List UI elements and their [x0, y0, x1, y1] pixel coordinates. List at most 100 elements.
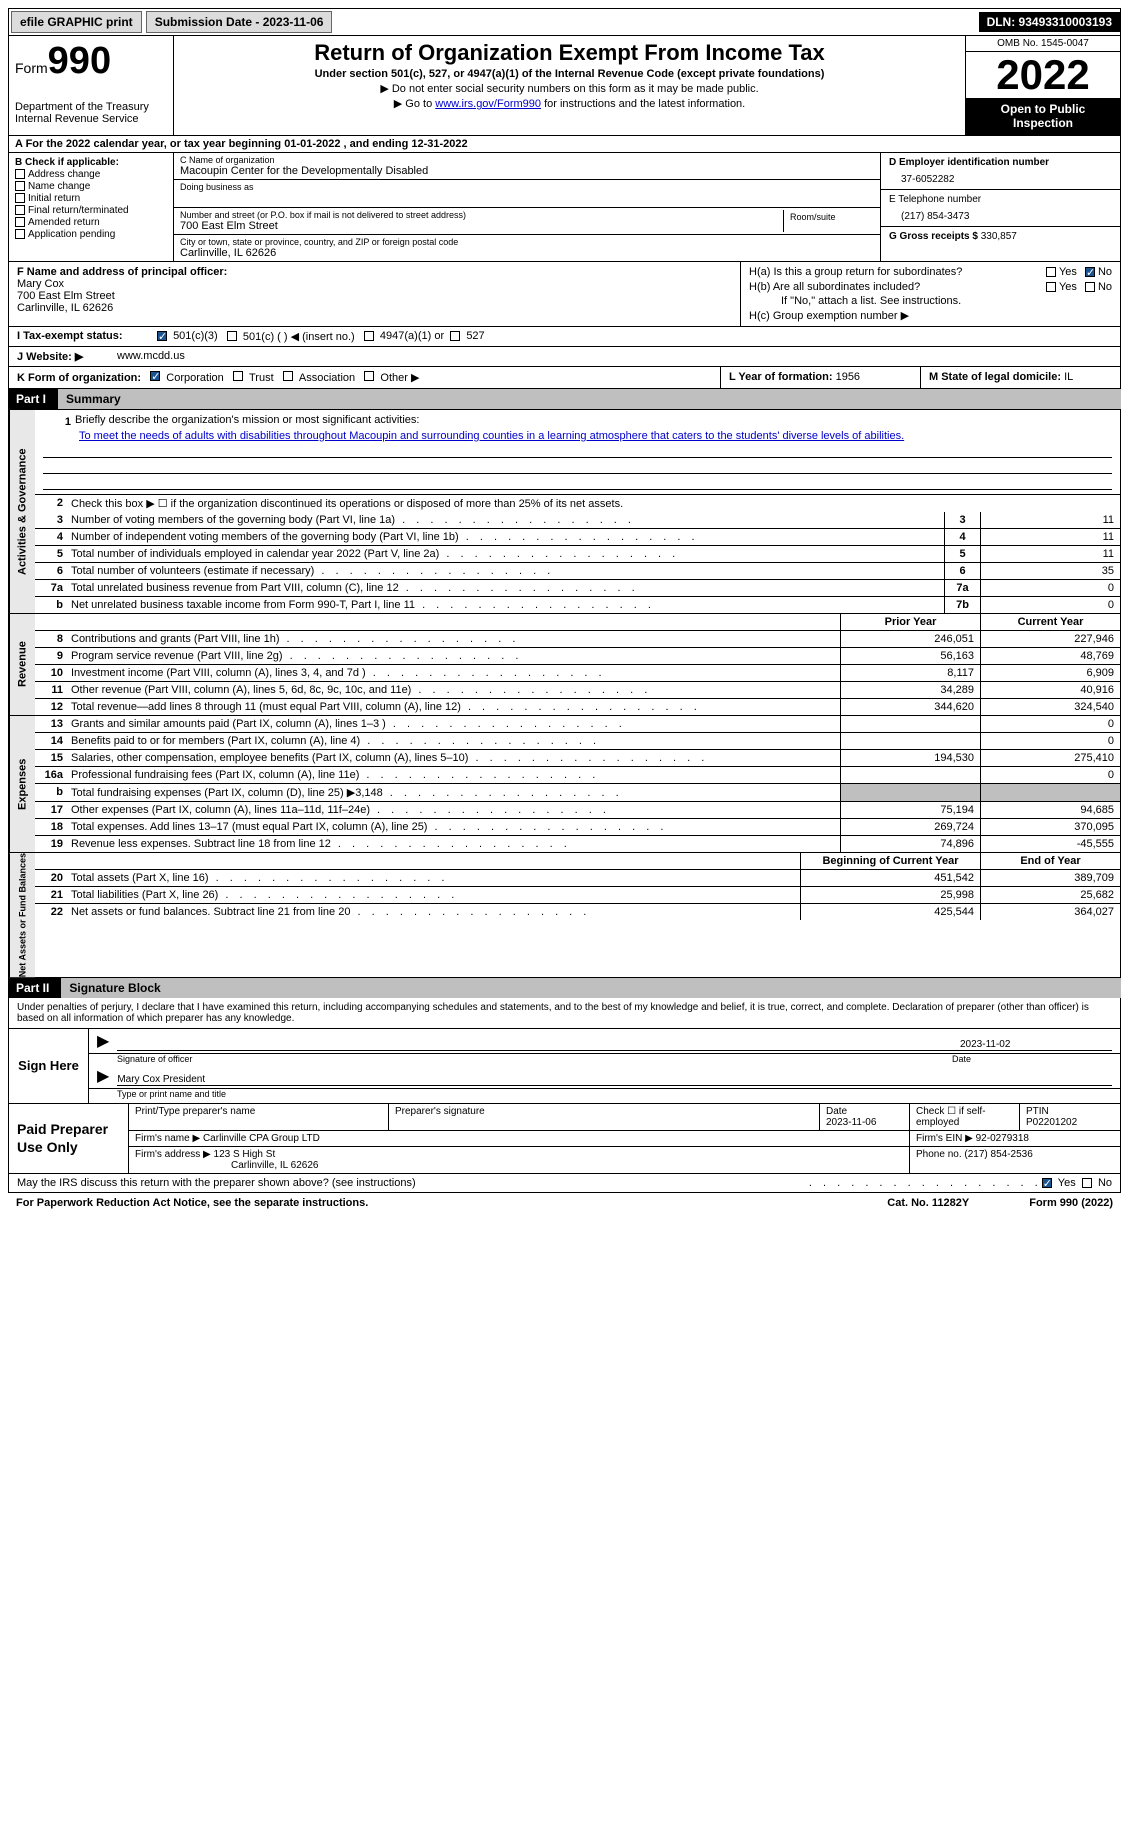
sig-arrow-icon: ▶ [97, 1031, 109, 1051]
summary-row: 6Total number of volunteers (estimate if… [35, 563, 1120, 580]
officer-addr1: 700 East Elm Street [17, 290, 732, 302]
sig-date-label: Date [952, 1054, 1112, 1064]
sig-name-title-value: Mary Cox President [117, 1074, 1112, 1086]
row-i-tax-status: I Tax-exempt status: 501(c)(3) 501(c) ( … [8, 327, 1121, 347]
hb-label: H(b) Are all subordinates included? [749, 281, 1046, 293]
summary-row: 9Program service revenue (Part VIII, lin… [35, 648, 1120, 665]
website-value: www.mcdd.us [117, 350, 185, 362]
form-header: Form990 Department of the Treasury Inter… [8, 36, 1121, 136]
paid-preparer-label: Paid Preparer Use Only [9, 1104, 129, 1173]
sig-arrow-icon-2: ▶ [97, 1066, 109, 1086]
sig-date-value: 2023-11-02 [952, 1039, 1112, 1051]
summary-row: 3Number of voting members of the governi… [35, 512, 1120, 529]
summary-row: 7aTotal unrelated business revenue from … [35, 580, 1120, 597]
sig-officer-label: Signature of officer [117, 1054, 192, 1064]
form-number: Form990 [15, 40, 167, 83]
ck-discuss-yes[interactable] [1042, 1178, 1052, 1188]
street-value: 700 East Elm Street [180, 220, 783, 232]
ck-527[interactable] [450, 331, 460, 341]
street-label: Number and street (or P.O. box if mail i… [180, 210, 783, 220]
note-ssn: ▶ Do not enter social security numbers o… [180, 82, 959, 95]
ck-address-change[interactable] [15, 169, 25, 179]
part1-expenses: Expenses 13Grants and similar amounts pa… [8, 716, 1121, 853]
col-begin-year: Beginning of Current Year [800, 853, 980, 869]
part1-activities: Activities & Governance 1Briefly describ… [8, 409, 1121, 614]
open-inspection: Open to Public Inspection [966, 98, 1120, 135]
ha-label: H(a) Is this a group return for subordin… [749, 266, 1046, 278]
ck-hb-no[interactable] [1085, 282, 1095, 292]
sig-name-label: Type or print name and title [89, 1089, 1120, 1103]
gross-value: 330,857 [981, 231, 1017, 242]
sign-here-block: Sign Here ▶ 2023-11-02 Signature of offi… [8, 1029, 1121, 1104]
summary-row: 16aProfessional fundraising fees (Part I… [35, 767, 1120, 784]
gross-label: G Gross receipts $ [889, 231, 978, 242]
irs-link[interactable]: www.irs.gov/Form990 [435, 98, 541, 110]
row-j-website: J Website: ▶ www.mcdd.us [8, 347, 1121, 367]
col-c-org-info: C Name of organization Macoupin Center f… [174, 153, 880, 261]
col-current-year: Current Year [980, 614, 1120, 630]
irs-label: Internal Revenue Service [15, 113, 167, 125]
ck-discuss-no[interactable] [1082, 1178, 1092, 1188]
dba-label: Doing business as [180, 182, 874, 192]
org-name-label: C Name of organization [180, 155, 874, 165]
part1-revenue: Revenue Prior Year Current Year 8Contrib… [8, 614, 1121, 716]
sign-here-label: Sign Here [9, 1029, 89, 1103]
summary-row: 12Total revenue—add lines 8 through 11 (… [35, 699, 1120, 715]
omb-number: OMB No. 1545-0047 [966, 36, 1120, 52]
tax-year: 2022 [966, 52, 1120, 98]
summary-row: bTotal fundraising expenses (Part IX, co… [35, 784, 1120, 802]
hc-label: H(c) Group exemption number ▶ [749, 309, 1112, 322]
summary-row: 4Number of independent voting members of… [35, 529, 1120, 546]
ck-501c[interactable] [227, 331, 237, 341]
ein-value: 37-6052282 [889, 168, 1112, 185]
sig-intro: Under penalties of perjury, I declare th… [8, 998, 1121, 1029]
ck-application-pending[interactable] [15, 229, 25, 239]
col-b-checkboxes: B Check if applicable: Address change Na… [9, 153, 174, 261]
ck-other[interactable] [364, 371, 374, 381]
ck-trust[interactable] [233, 371, 243, 381]
summary-row: 8Contributions and grants (Part VIII, li… [35, 631, 1120, 648]
city-label: City or town, state or province, country… [180, 237, 874, 247]
summary-row: 15Salaries, other compensation, employee… [35, 750, 1120, 767]
summary-row: 18Total expenses. Add lines 13–17 (must … [35, 819, 1120, 836]
summary-row: 22Net assets or fund balances. Subtract … [35, 904, 1120, 920]
main-info-box: B Check if applicable: Address change Na… [8, 153, 1121, 262]
tel-value: (217) 854-3473 [889, 205, 1112, 222]
vtab-activities: Activities & Governance [9, 410, 35, 613]
tel-label: E Telephone number [889, 194, 1112, 205]
officer-label: F Name and address of principal officer: [17, 266, 732, 278]
summary-row: bNet unrelated business taxable income f… [35, 597, 1120, 613]
ck-501c3[interactable] [157, 331, 167, 341]
sig-officer-line [117, 1050, 952, 1051]
efile-print-button[interactable]: efile GRAPHIC print [11, 11, 142, 33]
dept-label: Department of the Treasury [15, 101, 167, 113]
dln-label: DLN: 93493310003193 [979, 12, 1120, 32]
summary-row: 17Other expenses (Part IX, column (A), l… [35, 802, 1120, 819]
line2-text: Check this box ▶ ☐ if the organization d… [67, 495, 1120, 512]
ck-ha-yes[interactable] [1046, 267, 1056, 277]
form-title: Return of Organization Exempt From Incom… [180, 40, 959, 66]
summary-row: 21Total liabilities (Part X, line 26)25,… [35, 887, 1120, 904]
summary-row: 14Benefits paid to or for members (Part … [35, 733, 1120, 750]
summary-row: 5Total number of individuals employed in… [35, 546, 1120, 563]
note-link: ▶ Go to www.irs.gov/Form990 for instruct… [180, 97, 959, 110]
ck-hb-yes[interactable] [1046, 282, 1056, 292]
ck-4947[interactable] [364, 331, 374, 341]
submission-date-button[interactable]: Submission Date - 2023-11-06 [146, 11, 333, 33]
ck-corporation[interactable] [150, 371, 160, 381]
col-d-ein: D Employer identification number 37-6052… [880, 153, 1120, 261]
part2-header: Part II Signature Block [8, 978, 1121, 998]
ck-ha-no[interactable] [1085, 267, 1095, 277]
vtab-netassets: Net Assets or Fund Balances [9, 853, 35, 977]
summary-row: 13Grants and similar amounts paid (Part … [35, 716, 1120, 733]
ck-final-return[interactable] [15, 205, 25, 215]
ck-initial-return[interactable] [15, 193, 25, 203]
ck-amended-return[interactable] [15, 217, 25, 227]
summary-row: 10Investment income (Part VIII, column (… [35, 665, 1120, 682]
ck-name-change[interactable] [15, 181, 25, 191]
vtab-revenue: Revenue [9, 614, 35, 715]
top-bar: efile GRAPHIC print Submission Date - 20… [8, 8, 1121, 36]
part1-header: Part I Summary [8, 389, 1121, 409]
room-label: Room/suite [790, 212, 868, 222]
ck-association[interactable] [283, 371, 293, 381]
